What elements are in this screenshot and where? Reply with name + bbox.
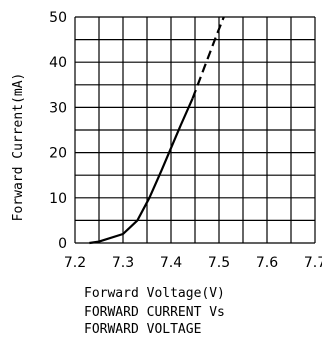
x-axis-title: Forward Voltage(V) — [84, 286, 225, 301]
x-tick-label: 7.5 — [208, 255, 230, 271]
y-tick-label: 0 — [58, 236, 67, 252]
y-tick-label: 40 — [49, 55, 67, 71]
tick-labels: 7.2 7.3 7.4 7.5 7.6 7.7 0 10 20 30 40 50 — [49, 10, 322, 271]
y-tick-label: 10 — [49, 191, 67, 207]
y-axis-title: Forward Current(mA) — [11, 73, 26, 222]
y-tick-label: 30 — [49, 100, 67, 116]
x-tick-label: 7.4 — [160, 255, 182, 271]
data-series — [89, 16, 225, 245]
x-tick-label: 7.3 — [112, 255, 134, 271]
x-tick-label: 7.6 — [256, 255, 278, 271]
x-tick-label: 7.7 — [304, 255, 322, 271]
y-tick-label: 50 — [49, 10, 67, 26]
chart-caption-line-2: FORWARD VOLTAGE — [84, 322, 202, 337]
series-line-solid — [89, 97, 194, 245]
chart-caption-line-1: FORWARD CURRENT Vs — [84, 305, 225, 320]
x-tick-label: 7.2 — [64, 255, 86, 271]
grid — [74, 16, 316, 244]
y-tick-label: 20 — [49, 146, 67, 162]
series-line-dashed — [191, 16, 225, 99]
